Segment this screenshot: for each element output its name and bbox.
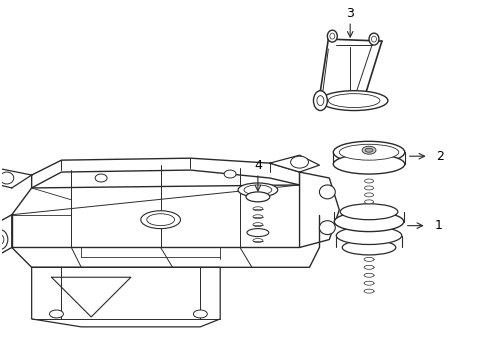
Ellipse shape xyxy=(146,214,174,226)
Ellipse shape xyxy=(333,154,404,174)
Ellipse shape xyxy=(364,289,373,293)
Ellipse shape xyxy=(0,230,8,249)
Polygon shape xyxy=(12,185,319,247)
Text: 4: 4 xyxy=(253,159,261,172)
Ellipse shape xyxy=(364,186,373,190)
Ellipse shape xyxy=(252,231,263,235)
Ellipse shape xyxy=(327,94,379,108)
Ellipse shape xyxy=(319,221,335,235)
Ellipse shape xyxy=(365,148,372,152)
Polygon shape xyxy=(51,277,131,317)
Polygon shape xyxy=(269,155,319,172)
Ellipse shape xyxy=(320,91,387,111)
Ellipse shape xyxy=(333,141,404,163)
Ellipse shape xyxy=(364,281,373,285)
Ellipse shape xyxy=(313,91,326,111)
Ellipse shape xyxy=(290,156,308,168)
Ellipse shape xyxy=(364,265,373,269)
Ellipse shape xyxy=(329,33,334,39)
Ellipse shape xyxy=(246,229,268,237)
Ellipse shape xyxy=(141,211,180,229)
Ellipse shape xyxy=(49,310,63,318)
Text: 2: 2 xyxy=(436,150,444,163)
Ellipse shape xyxy=(326,30,337,42)
Ellipse shape xyxy=(368,33,378,45)
Ellipse shape xyxy=(339,144,398,160)
Ellipse shape xyxy=(238,183,277,197)
Ellipse shape xyxy=(371,36,376,42)
Ellipse shape xyxy=(361,146,375,154)
Polygon shape xyxy=(32,158,299,188)
Polygon shape xyxy=(12,247,319,267)
Ellipse shape xyxy=(252,215,263,219)
Text: 3: 3 xyxy=(346,7,353,20)
Ellipse shape xyxy=(336,227,401,244)
Ellipse shape xyxy=(319,185,335,199)
Ellipse shape xyxy=(340,204,397,220)
Ellipse shape xyxy=(95,174,107,182)
Ellipse shape xyxy=(364,273,373,277)
Ellipse shape xyxy=(364,249,373,253)
Ellipse shape xyxy=(252,223,263,227)
Ellipse shape xyxy=(193,310,207,318)
Ellipse shape xyxy=(244,185,271,195)
Ellipse shape xyxy=(252,207,263,211)
Polygon shape xyxy=(32,267,220,327)
Ellipse shape xyxy=(224,170,236,178)
Ellipse shape xyxy=(0,172,14,184)
Ellipse shape xyxy=(316,96,323,105)
Polygon shape xyxy=(0,215,12,257)
Ellipse shape xyxy=(364,200,373,204)
Ellipse shape xyxy=(252,239,263,243)
Ellipse shape xyxy=(342,240,395,255)
Ellipse shape xyxy=(364,179,373,183)
Ellipse shape xyxy=(245,192,269,202)
Ellipse shape xyxy=(364,257,373,261)
Text: 1: 1 xyxy=(434,219,442,232)
Polygon shape xyxy=(299,172,339,247)
Polygon shape xyxy=(0,168,32,188)
Ellipse shape xyxy=(0,235,4,244)
Ellipse shape xyxy=(334,212,403,231)
Ellipse shape xyxy=(364,193,373,197)
